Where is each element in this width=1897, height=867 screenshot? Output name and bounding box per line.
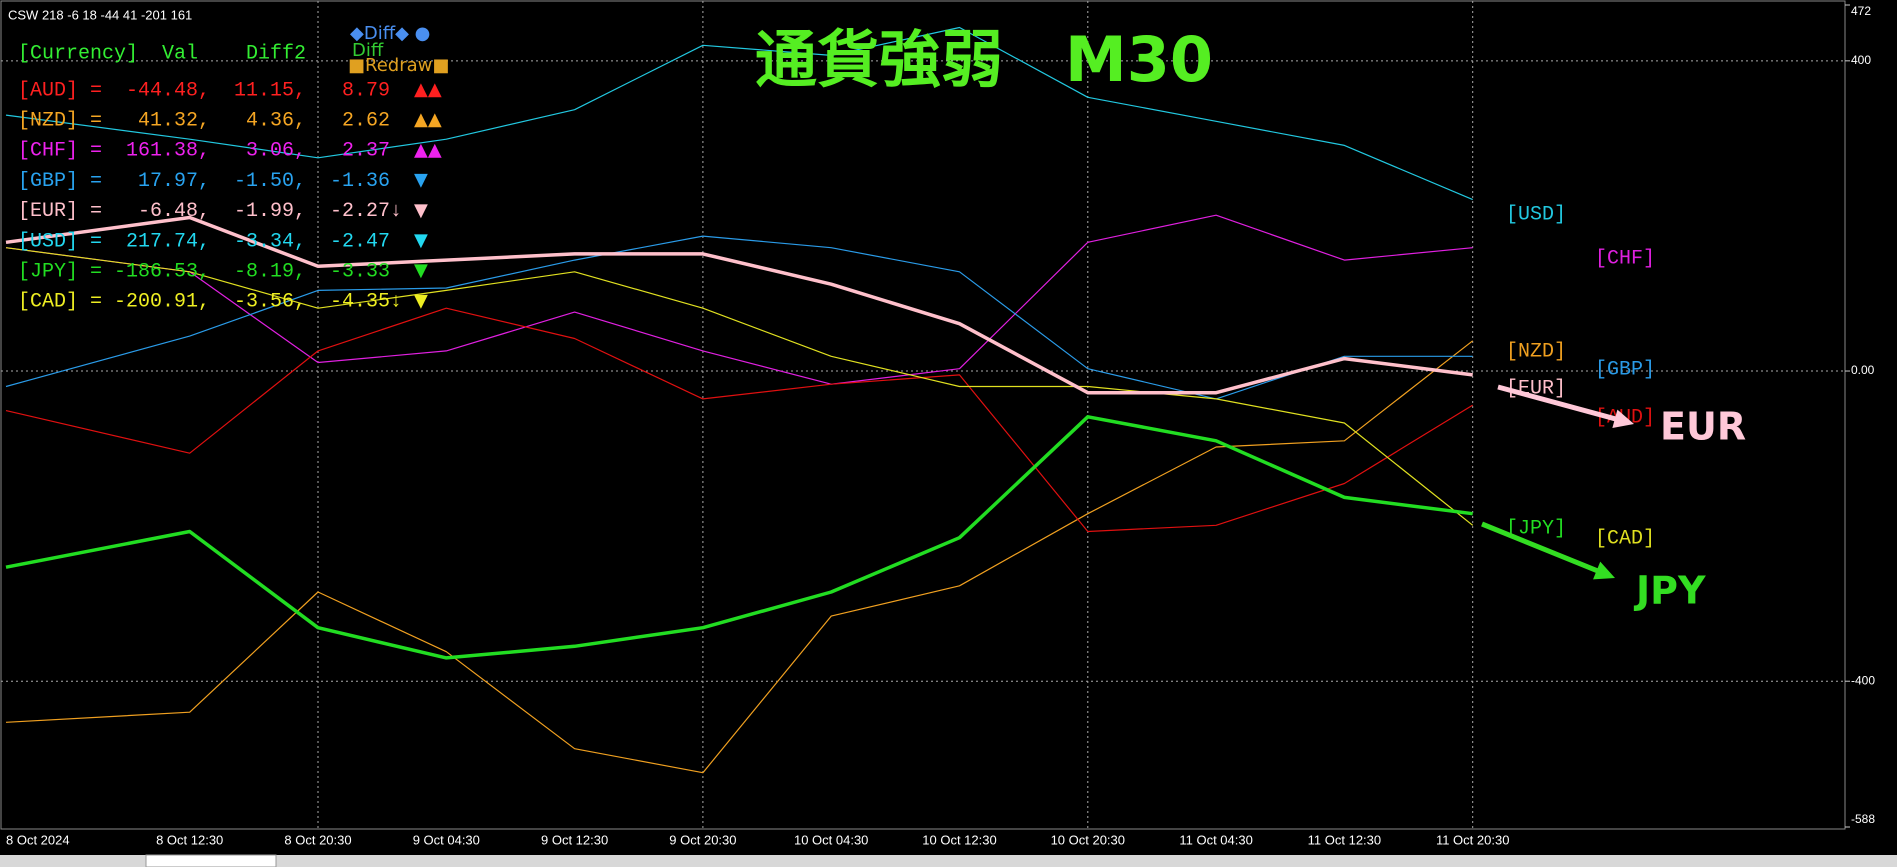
chart-title: 通貨強弱 M30 xyxy=(755,23,1213,96)
panel-arrow: ▼ xyxy=(414,200,428,221)
annotation-arrowhead xyxy=(1593,561,1615,580)
panel-row: [USD] = 217.74, -3.34, -2.47 xyxy=(18,230,390,253)
x-tick-label: 8 Oct 2024 xyxy=(6,832,70,847)
x-tick-label: 10 Oct 12:30 xyxy=(922,832,996,847)
x-tick-label: 11 Oct 04:30 xyxy=(1179,832,1252,847)
diff-button[interactable]: Diff xyxy=(352,40,384,61)
panel-arrow: ▼ xyxy=(414,260,428,281)
panel-row: [JPY] = -186.53, -8.19, -3.33 xyxy=(18,260,390,283)
series-line xyxy=(5,215,1473,395)
annotation-arrowhead xyxy=(1612,409,1634,429)
x-tick-label: 9 Oct 20:30 xyxy=(669,832,736,847)
annotation-arrow xyxy=(1497,384,1624,424)
status-text: CSW 218 -6 18 -44 41 -201 161 xyxy=(8,7,192,22)
legend-entry: [NZD] xyxy=(1506,340,1566,363)
y-tick-label: 400 xyxy=(1851,53,1871,67)
panel-row: [CAD] = -200.91, -3.56, -4.35↓ xyxy=(18,291,402,314)
tab-bar-bg xyxy=(0,855,1897,867)
y-tick-label: -588 xyxy=(1851,812,1875,826)
panel-arrow: ▼ xyxy=(414,290,428,311)
series-line xyxy=(5,415,1473,660)
legend-entry: [GBP] xyxy=(1595,358,1655,381)
x-tick-label: 10 Oct 20:30 xyxy=(1051,832,1125,847)
tab-bar xyxy=(0,854,1897,867)
series-line xyxy=(5,247,1474,526)
panel-row: [AUD] = -44.48, 11.15, 8.79 xyxy=(18,79,390,102)
annotation-label: JPY xyxy=(1633,569,1706,613)
x-tick-label: 8 Oct 12:30 xyxy=(156,832,223,847)
panel-header: [Currency] Val Diff2 xyxy=(18,42,306,65)
legend-entry: [JPY] xyxy=(1506,517,1566,540)
panel-arrow: ▼ xyxy=(414,230,428,251)
plot-frame xyxy=(0,0,1846,830)
series-line xyxy=(5,214,1473,385)
panel-arrow: ▲▲ xyxy=(414,139,442,160)
series-line xyxy=(5,26,1473,201)
annotation-arrow xyxy=(1481,521,1605,576)
diff-toggle-button[interactable]: ◆Diff◆ ● xyxy=(350,23,430,44)
panel-row: [EUR] = -6.48, -1.99, -2.27↓ xyxy=(18,200,402,223)
x-tick-label: 11 Oct 20:30 xyxy=(1436,832,1509,847)
y-tick-label: 0.00 xyxy=(1851,363,1875,377)
series-line xyxy=(5,235,1473,400)
grid: 472 400 0.00 -400 -588 8 Oct 2024 8 Oct 12:30 8… xyxy=(1,1,1875,847)
legend-entry: [CAD] xyxy=(1595,527,1655,550)
panel-arrow: ▲▲ xyxy=(414,79,442,100)
x-tick-label: 8 Oct 20:30 xyxy=(284,832,351,847)
panel-row: [NZD] = 41.32, 4.36, 2.62 xyxy=(18,109,390,132)
redraw-button[interactable]: ■Redraw■ xyxy=(348,55,449,76)
currency-panel: [Currency] Val Diff2 [AUD] = -44.48, 11.1… xyxy=(18,42,442,313)
x-tick-label: 11 Oct 12:30 xyxy=(1308,832,1381,847)
tab[interactable] xyxy=(145,854,277,867)
panel-arrow: ▼ xyxy=(414,170,428,191)
y-tick-label: -400 xyxy=(1851,673,1875,687)
panel-arrow: ▲▲ xyxy=(414,109,442,130)
legend-entry: [USD] xyxy=(1506,203,1566,226)
series-line xyxy=(5,307,1474,533)
lines xyxy=(5,26,1474,774)
x-tick-label: 9 Oct 12:30 xyxy=(541,832,608,847)
x-tick-label: 10 Oct 04:30 xyxy=(794,832,868,847)
annotation-label: EUR xyxy=(1660,405,1746,449)
legend-entry: [CHF] xyxy=(1595,247,1655,270)
panel-row: [CHF] = 161.38, 3.06, 2.37 xyxy=(18,140,390,163)
y-tick-label: 472 xyxy=(1851,4,1871,18)
x-tick-label: 9 Oct 04:30 xyxy=(413,832,480,847)
panel-row: [GBP] = 17.97, -1.50, -1.36 xyxy=(18,170,390,193)
